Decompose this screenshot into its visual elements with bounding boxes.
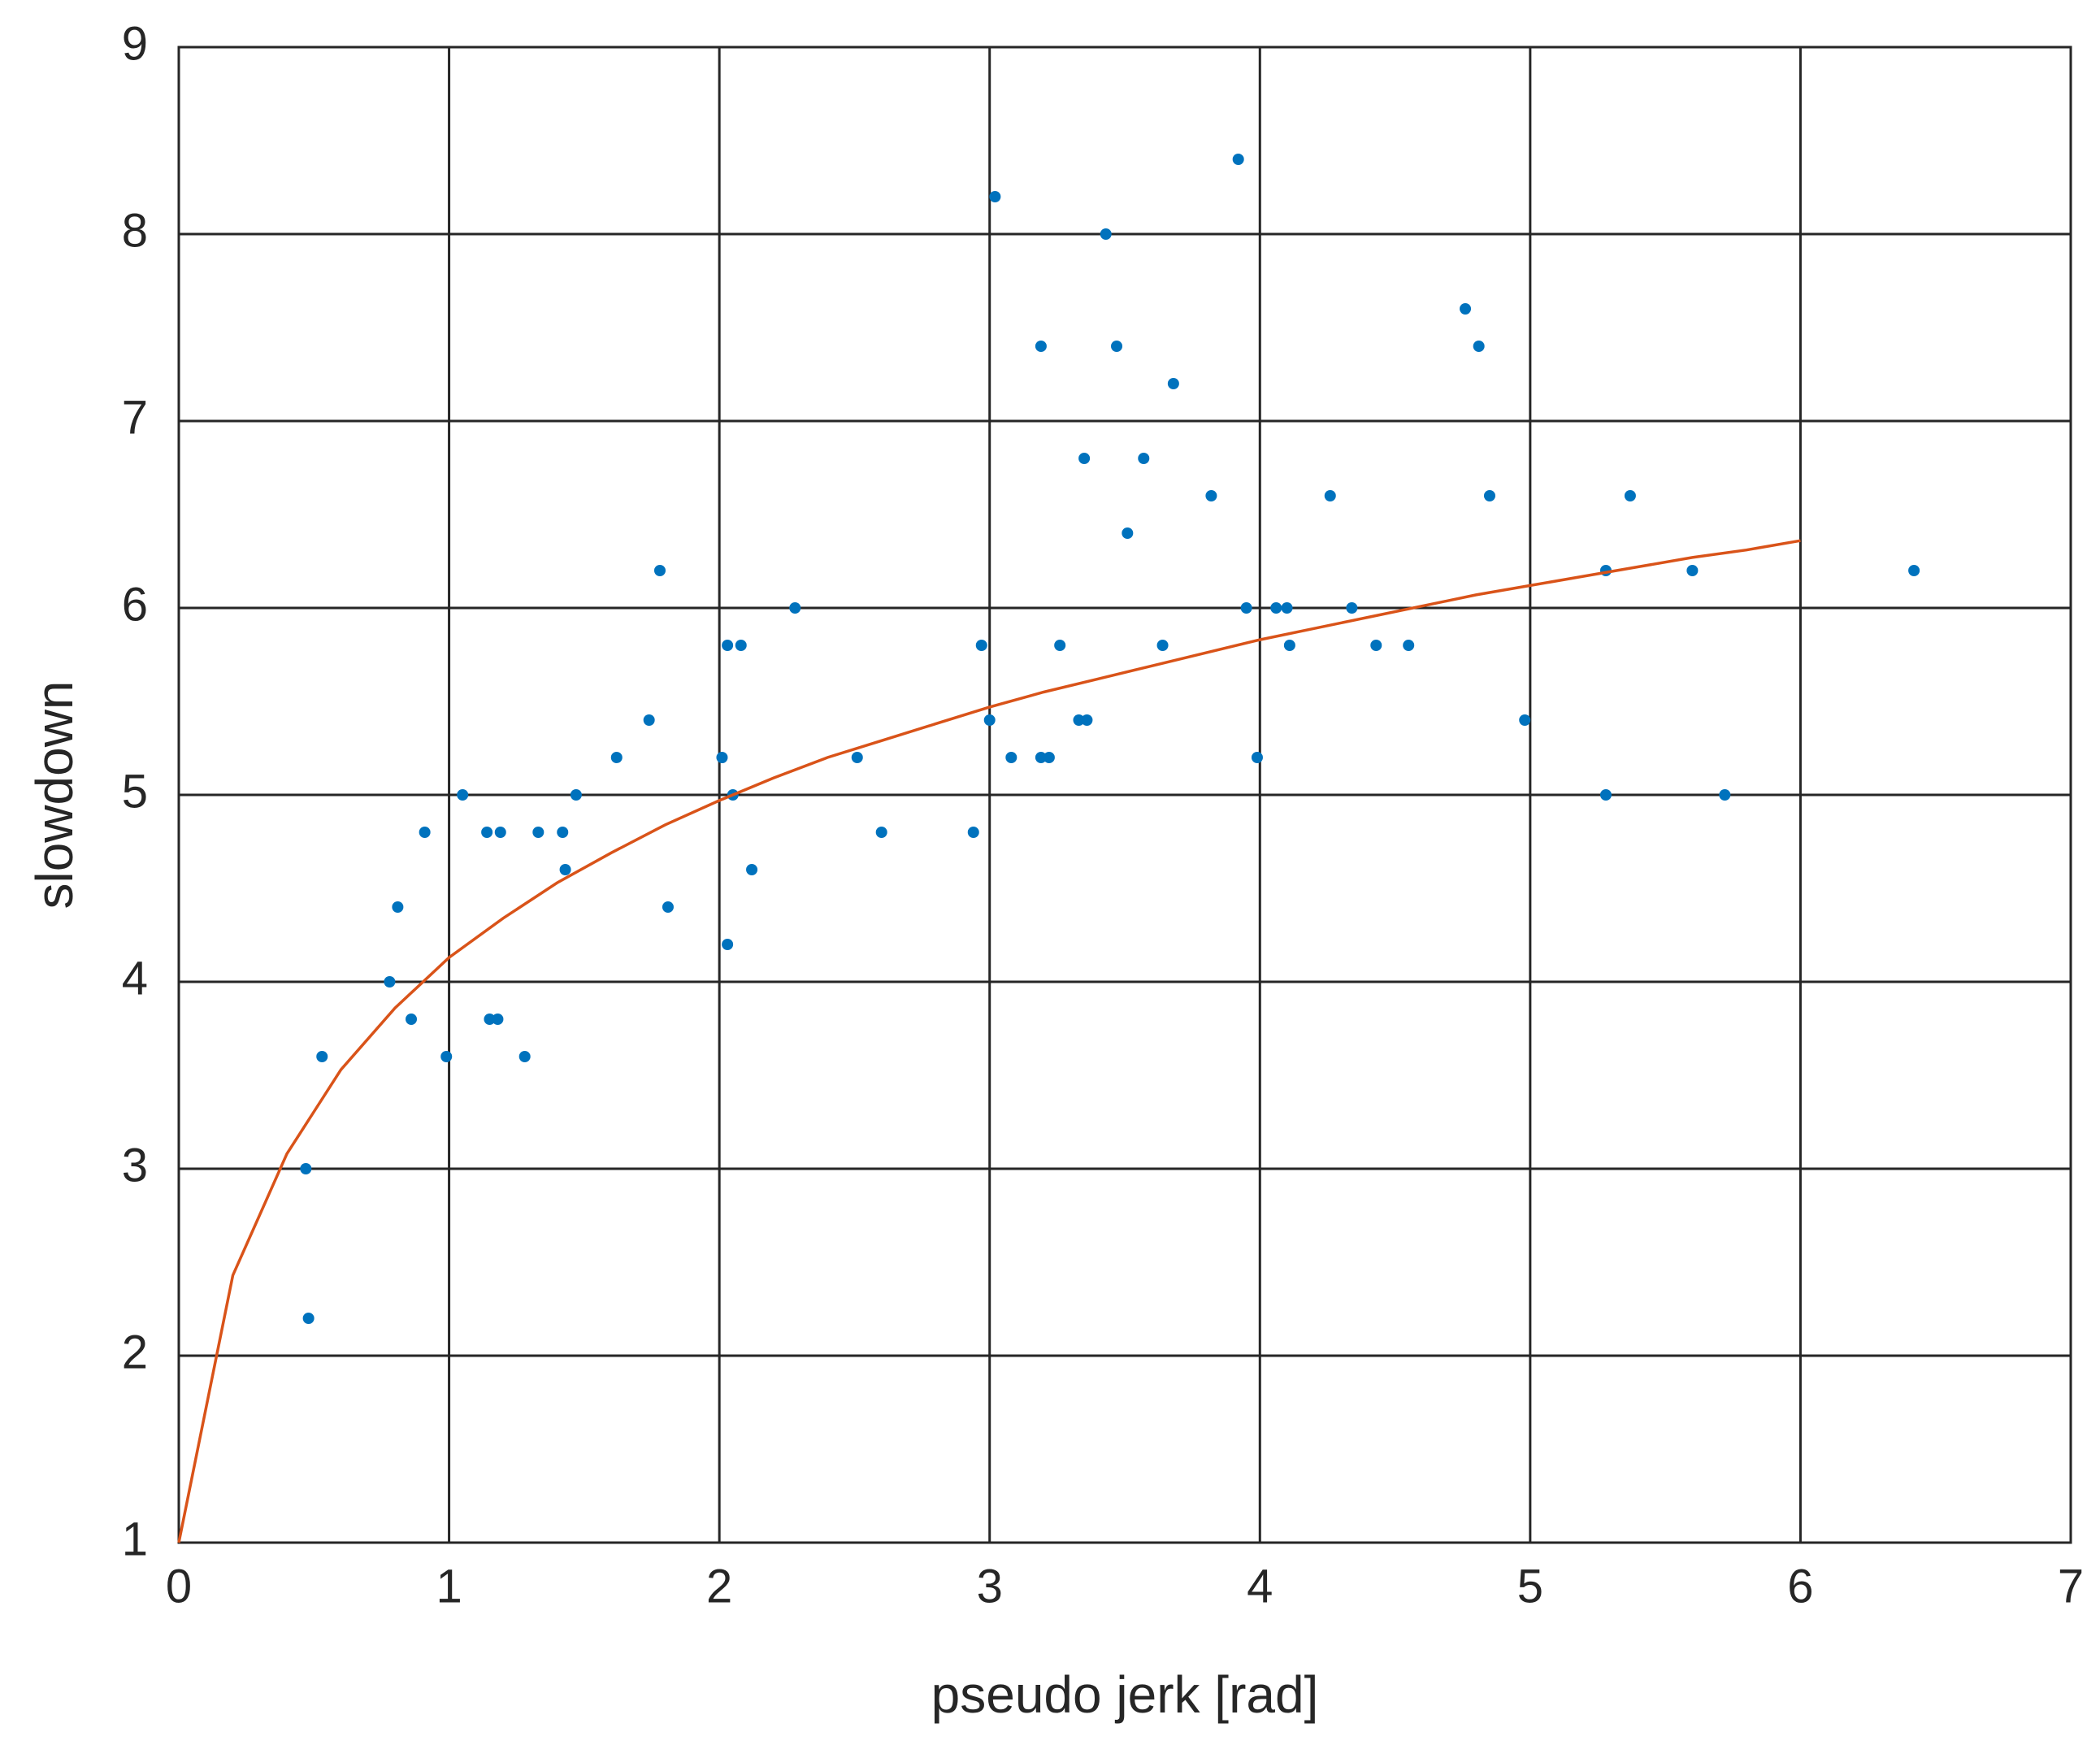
x-tick-label: 3	[977, 1560, 1003, 1613]
data-point	[967, 827, 979, 838]
data-point	[746, 864, 758, 875]
data-point	[1624, 490, 1636, 501]
data-point	[1081, 714, 1093, 726]
data-point	[1043, 752, 1055, 763]
y-tick-label: 9	[122, 17, 148, 70]
data-point	[557, 827, 569, 838]
data-point	[1005, 752, 1017, 763]
data-point	[1205, 490, 1217, 501]
data-point	[1719, 789, 1731, 801]
data-point	[1346, 602, 1358, 614]
x-tick-label: 2	[706, 1560, 732, 1613]
y-tick-label: 4	[122, 952, 148, 1005]
data-point	[1138, 453, 1150, 464]
y-tick-label: 1	[122, 1513, 148, 1565]
data-point	[643, 714, 655, 726]
data-point	[1167, 378, 1179, 389]
data-point	[1240, 602, 1252, 614]
data-point	[851, 752, 863, 763]
x-tick-label: 0	[166, 1560, 192, 1613]
data-point	[1111, 341, 1123, 352]
y-tick-label: 3	[122, 1139, 148, 1192]
data-point	[1519, 714, 1531, 726]
data-point	[492, 1014, 504, 1025]
data-point	[662, 901, 674, 913]
data-point	[1283, 640, 1295, 651]
x-tick-label: 1	[436, 1560, 462, 1613]
x-tick-label: 4	[1247, 1560, 1273, 1613]
y-tick-label: 6	[122, 578, 148, 631]
data-point	[406, 1014, 418, 1025]
data-point	[1232, 154, 1244, 165]
data-point	[1281, 602, 1293, 614]
data-point	[1156, 640, 1169, 651]
data-point	[1035, 752, 1047, 763]
data-point	[316, 1051, 328, 1062]
fit-line	[177, 539, 1801, 1543]
data-point	[1483, 490, 1495, 501]
data-point	[735, 640, 747, 651]
data-point	[1473, 341, 1485, 352]
data-point	[440, 1051, 453, 1062]
data-point	[1270, 602, 1282, 614]
y-tick-label: 2	[122, 1326, 148, 1378]
data-point	[983, 714, 996, 726]
data-point	[653, 565, 666, 576]
data-point	[457, 789, 469, 801]
data-point	[484, 1014, 496, 1025]
data-point	[419, 827, 431, 838]
data-point	[610, 752, 623, 763]
data-point	[559, 864, 571, 875]
data-point	[1324, 490, 1336, 501]
data-point	[722, 939, 734, 950]
data-point	[384, 976, 396, 988]
y-tick-label: 7	[122, 391, 148, 444]
data-point	[570, 789, 582, 801]
data-point	[789, 602, 801, 614]
x-axis-label: pseudo jerk [rad]	[931, 1665, 1319, 1724]
data-point	[481, 827, 493, 838]
data-point	[716, 752, 728, 763]
data-point	[1078, 453, 1091, 464]
data-point	[975, 640, 987, 651]
x-tick-label: 5	[1517, 1560, 1543, 1613]
data-point	[1073, 714, 1085, 726]
data-point	[300, 1163, 312, 1174]
data-point	[1599, 789, 1612, 801]
data-point	[1460, 303, 1472, 315]
data-point	[1251, 752, 1263, 763]
y-tick-label: 5	[122, 765, 148, 818]
data-point	[1370, 640, 1382, 651]
data-point	[392, 901, 404, 913]
x-tick-label: 6	[1787, 1560, 1813, 1613]
data-point	[989, 191, 1001, 202]
data-point	[875, 827, 887, 838]
y-axis-label: slowdown	[25, 680, 84, 909]
data-point	[1908, 565, 1920, 576]
data-point	[1686, 565, 1699, 576]
data-point	[1054, 640, 1066, 651]
x-tick-label: 7	[2058, 1560, 2084, 1613]
data-point	[518, 1051, 531, 1062]
data-point	[532, 827, 545, 838]
data-point	[1100, 228, 1112, 240]
data-point	[302, 1313, 315, 1324]
data-point	[1035, 341, 1047, 352]
data-point	[1122, 527, 1134, 539]
data-point	[1403, 640, 1415, 651]
y-tick-label: 8	[122, 204, 148, 257]
data-point	[722, 640, 734, 651]
data-point	[494, 827, 506, 838]
